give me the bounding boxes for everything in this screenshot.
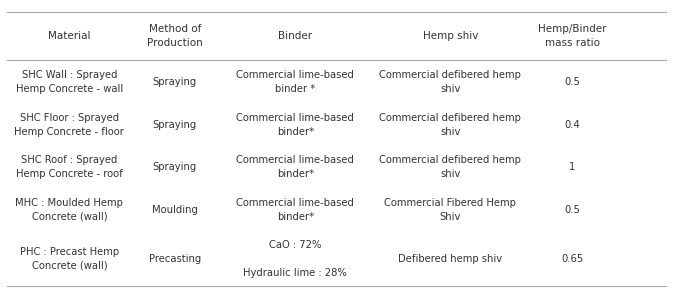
- Text: Commercial defibered hemp
shiv: Commercial defibered hemp shiv: [380, 70, 521, 94]
- Text: 0.5: 0.5: [565, 77, 580, 87]
- Text: Commercial Fibered Hemp
Shiv: Commercial Fibered Hemp Shiv: [384, 197, 516, 222]
- Text: Spraying: Spraying: [153, 161, 197, 172]
- Text: 0.4: 0.4: [565, 120, 580, 130]
- Text: Commercial lime-based
binder*: Commercial lime-based binder*: [236, 154, 354, 179]
- Text: 1: 1: [569, 161, 575, 172]
- Text: Commercial defibered hemp
shiv: Commercial defibered hemp shiv: [380, 154, 521, 179]
- Text: Hemp/Binder
mass ratio: Hemp/Binder mass ratio: [538, 25, 606, 48]
- Text: 0.5: 0.5: [565, 204, 580, 215]
- Text: Moulding: Moulding: [152, 204, 198, 215]
- Text: PHC : Precast Hemp
Concrete (wall): PHC : Precast Hemp Concrete (wall): [20, 247, 119, 271]
- Text: Material: Material: [48, 31, 91, 41]
- Text: Commercial lime-based
binder*: Commercial lime-based binder*: [236, 113, 354, 137]
- Text: MHC : Moulded Hemp
Concrete (wall): MHC : Moulded Hemp Concrete (wall): [15, 197, 123, 222]
- Text: Commercial defibered hemp
shiv: Commercial defibered hemp shiv: [380, 113, 521, 137]
- Text: SHC Floor : Sprayed
Hemp Concrete - floor: SHC Floor : Sprayed Hemp Concrete - floo…: [14, 113, 125, 137]
- Text: Commercial lime-based
binder *: Commercial lime-based binder *: [236, 70, 354, 94]
- Text: SHC Roof : Sprayed
Hemp Concrete - roof: SHC Roof : Sprayed Hemp Concrete - roof: [16, 154, 122, 179]
- Text: Precasting: Precasting: [149, 254, 201, 264]
- Text: Commercial lime-based
binder*: Commercial lime-based binder*: [236, 197, 354, 222]
- Text: 0.65: 0.65: [561, 254, 583, 264]
- Text: Defibered hemp shiv: Defibered hemp shiv: [398, 254, 502, 264]
- Text: Spraying: Spraying: [153, 120, 197, 130]
- Text: Spraying: Spraying: [153, 77, 197, 87]
- Text: Method of
Production: Method of Production: [147, 25, 203, 48]
- Text: Binder: Binder: [278, 31, 312, 41]
- Text: Hemp shiv: Hemp shiv: [423, 31, 478, 41]
- Text: SHC Wall : Sprayed
Hemp Concrete - wall: SHC Wall : Sprayed Hemp Concrete - wall: [15, 70, 123, 94]
- Text: CaO : 72%

Hydraulic lime : 28%: CaO : 72% Hydraulic lime : 28%: [244, 240, 347, 278]
